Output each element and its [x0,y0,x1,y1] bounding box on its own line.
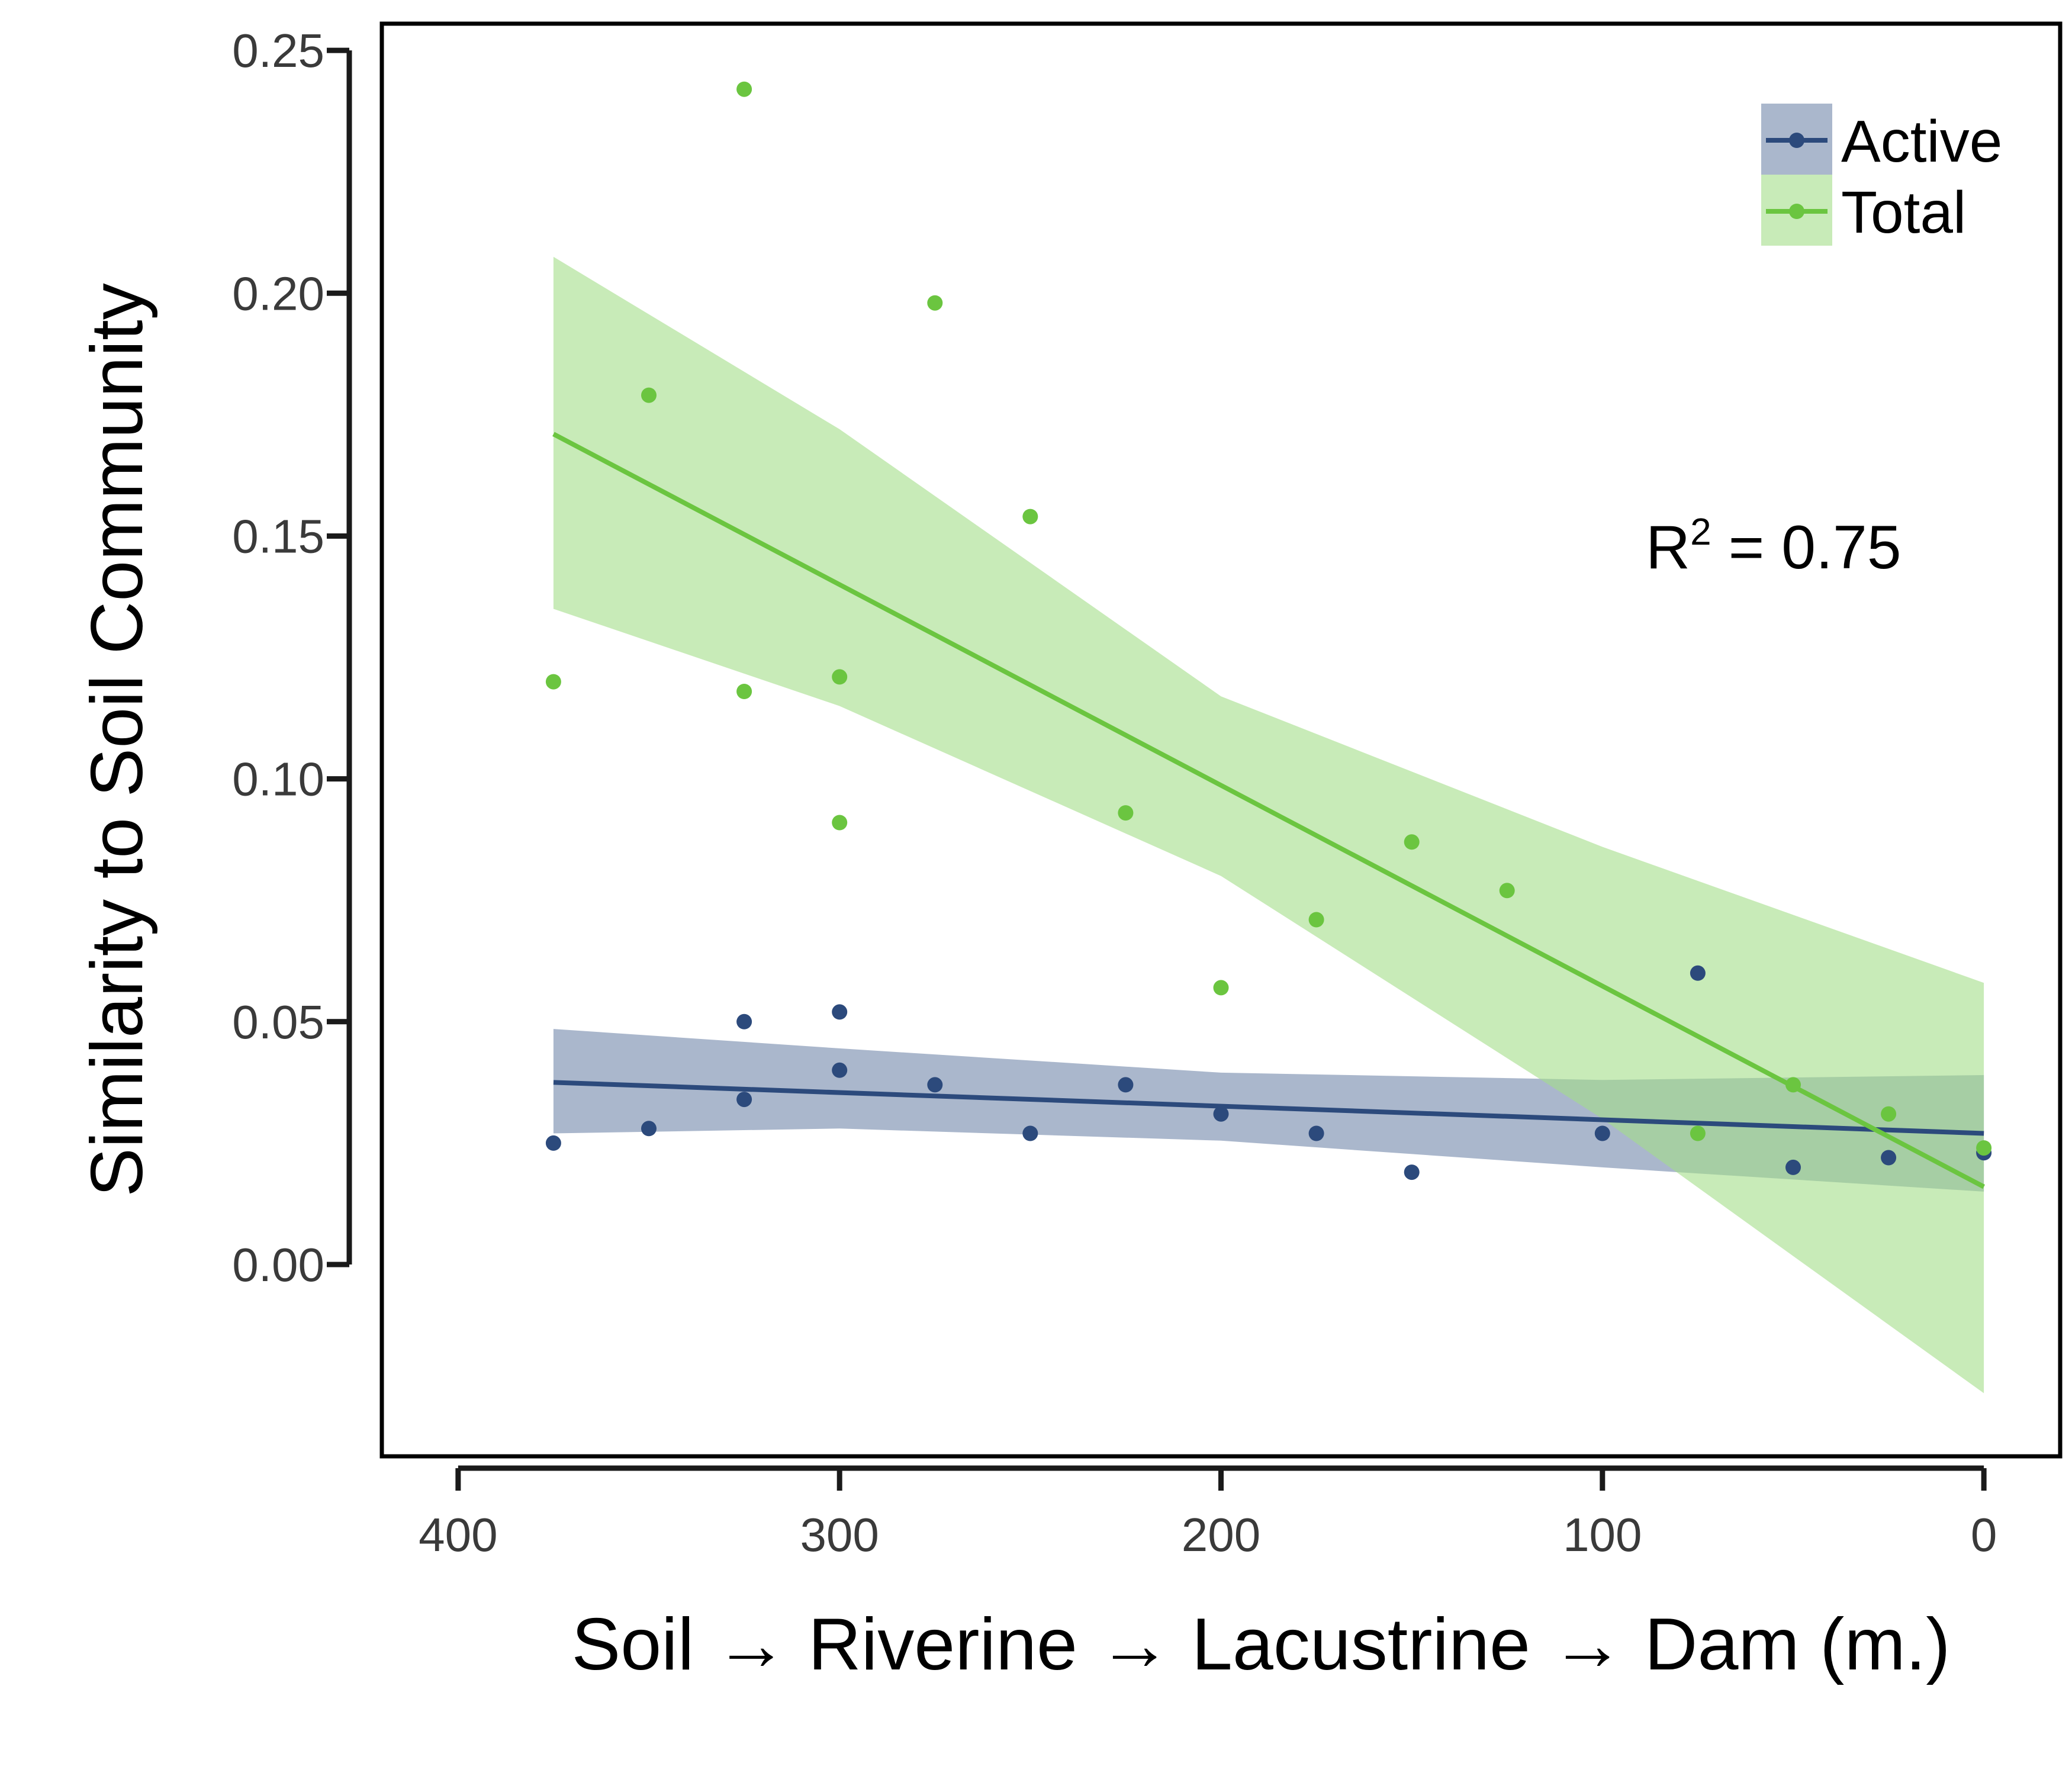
total-data-point [1881,1106,1897,1122]
active-data-point [1785,1159,1801,1175]
y-axis: 0.00 0.05 0.10 0.15 0.20 0.25 [232,24,352,1291]
r-squared-annotation: R2 = 0.75 [1646,510,1902,582]
active-data-point [1404,1164,1420,1180]
active-data-point [1022,1125,1038,1141]
active-data-point [1213,1106,1229,1122]
active-data-point [1308,1125,1324,1141]
total-data-point [1976,1140,1992,1156]
active-data-point [927,1077,943,1093]
y-tick-label: 0.20 [232,267,324,320]
total-data-point [1499,883,1515,899]
total-data-point [1118,805,1134,821]
total-regression-line [552,432,1985,1189]
confidence-bands [553,256,1984,1394]
r-squared-superscript: 2 [1690,510,1711,553]
legend-item-total: Total [1761,175,1966,246]
x-tick-label: 0 [1971,1508,1997,1561]
active-data-point [736,1092,752,1108]
x-tick-label: 100 [1563,1508,1642,1561]
active-data-point [1690,965,1706,981]
total-data-point [1404,834,1420,850]
legend-label-total: Total [1841,179,1966,246]
total-data-point [545,674,561,690]
active-data-point [1594,1125,1610,1141]
total-data-point [927,295,943,311]
active-data-point [545,1135,561,1151]
regression-lines [552,432,1985,1189]
y-tick-label: 0.25 [232,24,324,77]
legend-label-active: Active [1841,108,2002,175]
active-data-point [736,1014,752,1029]
active-data-point [1118,1077,1134,1093]
total-confidence-band [553,256,1984,1394]
total-data-point [1022,509,1038,525]
legend-marker-active [1789,133,1804,148]
total-data-point [1690,1125,1706,1141]
active-data-point [832,1004,848,1020]
total-data-point [832,669,848,685]
plot-area [545,81,1992,1394]
active-regression-line [553,1080,1984,1136]
active-data-point [832,1062,848,1078]
active-confidence-band [553,1029,1984,1192]
x-tick-label: 300 [800,1508,879,1561]
x-tick-label: 400 [419,1508,497,1561]
legend-marker-total [1789,204,1804,219]
x-axis: 400 300 200 100 0 [419,1465,1997,1561]
total-data-point [736,684,752,699]
active-data-point [641,1121,657,1137]
total-data-point [832,815,848,831]
data-points [545,81,1992,1180]
total-data-point [736,81,752,97]
r-squared-value: = 0.75 [1711,513,1902,582]
r-squared-base: R [1646,513,1690,582]
y-tick-label: 0.05 [232,996,324,1048]
y-tick-label: 0.15 [232,510,324,562]
total-data-point [641,387,657,403]
y-tick-label: 0.10 [232,753,324,806]
total-data-point [1213,980,1229,996]
active-data-point [1881,1150,1897,1166]
x-axis-title: Soil → Riverine → Lacustrine → Dam (m.) [572,1604,1951,1685]
total-data-point [1785,1077,1801,1093]
y-axis-title: Similarity to Soil Community [76,283,158,1196]
legend-item-active: Active [1761,104,2002,175]
plot-frame [379,21,2063,1459]
y-tick-label: 0.00 [232,1238,324,1291]
total-data-point [1308,912,1324,928]
x-tick-label: 200 [1182,1508,1260,1561]
